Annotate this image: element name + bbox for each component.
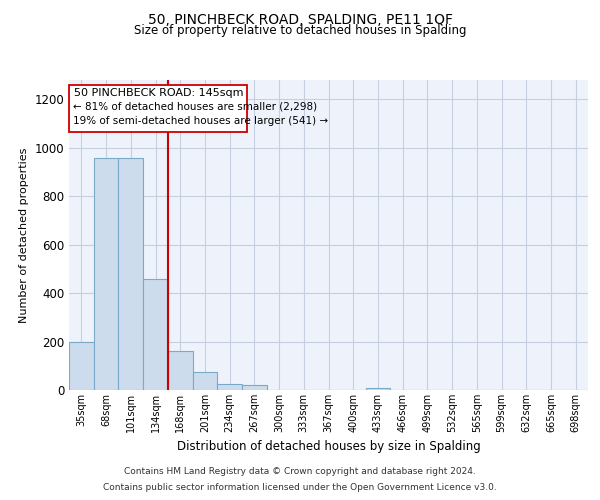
- Bar: [242, 385, 267, 390]
- Bar: [168, 351, 193, 390]
- Text: Contains HM Land Registry data © Crown copyright and database right 2024.: Contains HM Land Registry data © Crown c…: [124, 467, 476, 476]
- Bar: [69, 342, 94, 390]
- Text: ← 81% of detached houses are smaller (2,298): ← 81% of detached houses are smaller (2,…: [73, 102, 317, 112]
- FancyBboxPatch shape: [70, 85, 247, 132]
- Bar: [193, 372, 217, 390]
- Y-axis label: Number of detached properties: Number of detached properties: [19, 148, 29, 322]
- Bar: [94, 158, 118, 390]
- Text: Size of property relative to detached houses in Spalding: Size of property relative to detached ho…: [134, 24, 466, 37]
- Text: 50 PINCHBECK ROAD: 145sqm: 50 PINCHBECK ROAD: 145sqm: [74, 88, 243, 99]
- Bar: [118, 158, 143, 390]
- Text: 19% of semi-detached houses are larger (541) →: 19% of semi-detached houses are larger (…: [73, 116, 328, 126]
- Bar: [143, 278, 168, 390]
- Bar: [365, 388, 390, 390]
- Bar: [217, 384, 242, 390]
- Text: Contains public sector information licensed under the Open Government Licence v3: Contains public sector information licen…: [103, 484, 497, 492]
- X-axis label: Distribution of detached houses by size in Spalding: Distribution of detached houses by size …: [176, 440, 481, 454]
- Text: 50, PINCHBECK ROAD, SPALDING, PE11 1QF: 50, PINCHBECK ROAD, SPALDING, PE11 1QF: [148, 12, 452, 26]
